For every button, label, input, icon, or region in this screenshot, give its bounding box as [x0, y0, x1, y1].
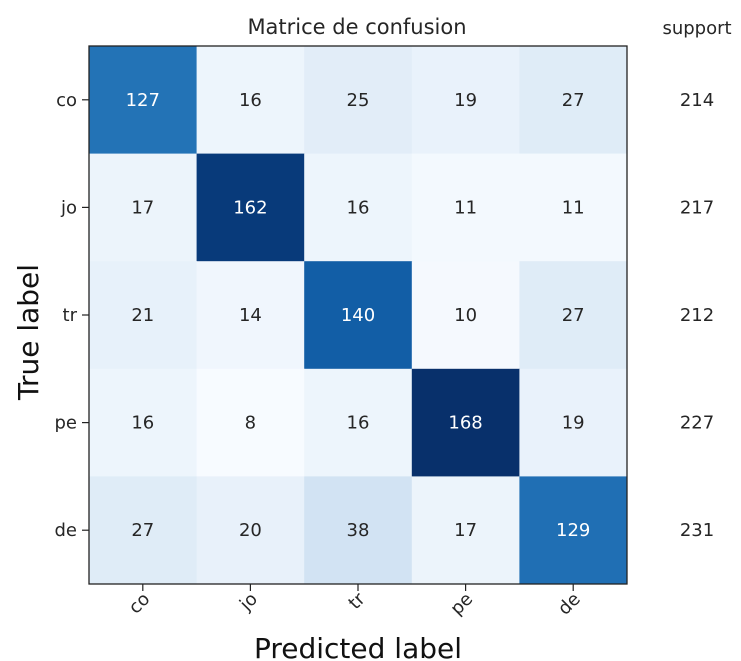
y-tick-label: co: [56, 90, 77, 111]
heatmap-cell-de-tr: [304, 476, 413, 585]
heatmap-cells: [89, 46, 628, 585]
heatmap-cell-jo-co: [89, 153, 198, 262]
cell-value-label: 38: [347, 520, 370, 541]
cell-value-label: 162: [233, 197, 267, 218]
heatmap-cell-tr-co: [89, 261, 198, 370]
cell-value-label: 16: [239, 90, 262, 111]
x-axis-title: Predicted label: [254, 632, 462, 661]
support-value: 231: [680, 520, 714, 541]
support-header: support: [662, 18, 731, 39]
heatmap-cell-de-pe: [411, 476, 520, 585]
x-tick-label: de: [554, 589, 585, 620]
cell-value-label: 16: [131, 413, 154, 434]
heatmap-cell-de-co: [89, 476, 198, 585]
heatmap-cell-tr-pe: [411, 261, 520, 370]
cell-value-label: 14: [239, 305, 262, 326]
cell-value-label: 27: [131, 520, 154, 541]
support-value: 227: [680, 413, 714, 434]
cell-value-label: 10: [454, 305, 477, 326]
cell-value-label: 8: [245, 413, 256, 434]
support-value: 217: [680, 197, 714, 218]
x-axis-ticks: co jo tr pe de: [125, 584, 585, 619]
y-axis-ticks: co jo tr pe de: [55, 90, 89, 541]
cell-value-label: 19: [562, 413, 585, 434]
heatmap-cell-pe-tr: [304, 368, 413, 477]
heatmap-cell-pe-pe: [411, 368, 520, 477]
y-axis-title: True label: [12, 264, 45, 401]
cell-value-label: 27: [562, 90, 585, 111]
cell-value-label: 168: [448, 413, 482, 434]
heatmap-cell-de-de: [519, 476, 628, 585]
cell-value-label: 16: [347, 413, 370, 434]
cell-value-label: 129: [556, 520, 590, 541]
heatmap-cell-co-tr: [304, 46, 413, 155]
heatmap-cell-tr-jo: [196, 261, 305, 370]
y-tick-label: pe: [55, 413, 78, 434]
heatmap-cell-jo-pe: [411, 153, 520, 262]
cell-value-label: 27: [562, 305, 585, 326]
heatmap-cell-tr-de: [519, 261, 628, 370]
heatmap-cell-pe-co: [89, 368, 198, 477]
support-value: 212: [680, 305, 714, 326]
heatmap-cell-jo-de: [519, 153, 628, 262]
x-tick-label: jo: [235, 589, 262, 616]
support-value: 214: [680, 90, 714, 111]
heatmap-cell-co-jo: [196, 46, 305, 155]
chart-title: Matrice de confusion: [247, 15, 466, 39]
cell-value-label: 17: [454, 520, 477, 541]
heatmap-cell-jo-jo: [196, 153, 305, 262]
cell-value-label: 140: [341, 305, 375, 326]
cell-value-label: 11: [454, 197, 477, 218]
heatmap-cell-jo-tr: [304, 153, 413, 262]
y-tick-label: de: [55, 520, 78, 541]
cell-value-label: 11: [562, 197, 585, 218]
heatmap-cell-co-pe: [411, 46, 520, 155]
cell-value-label: 21: [131, 305, 154, 326]
heatmap-cell-pe-jo: [196, 368, 305, 477]
cell-value-label: 19: [454, 90, 477, 111]
heatmap-cell-pe-de: [519, 368, 628, 477]
cell-value-label: 20: [239, 520, 262, 541]
x-tick-label: co: [125, 589, 155, 619]
cell-value-label: 25: [347, 90, 370, 111]
cell-value-label: 17: [131, 197, 154, 218]
cell-value-label: 16: [347, 197, 370, 218]
support-column: 214 217 212 227 231: [680, 90, 714, 541]
y-tick-label: jo: [60, 197, 77, 218]
heatmap-cell-co-de: [519, 46, 628, 155]
x-tick-label: tr: [344, 588, 369, 613]
heatmap-cell-tr-tr: [304, 261, 413, 370]
cell-value-label: 127: [126, 90, 160, 111]
x-tick-label: pe: [446, 589, 477, 620]
y-tick-label: tr: [63, 305, 78, 326]
heatmap-cell-co-co: [89, 46, 198, 155]
heatmap-cell-de-jo: [196, 476, 305, 585]
